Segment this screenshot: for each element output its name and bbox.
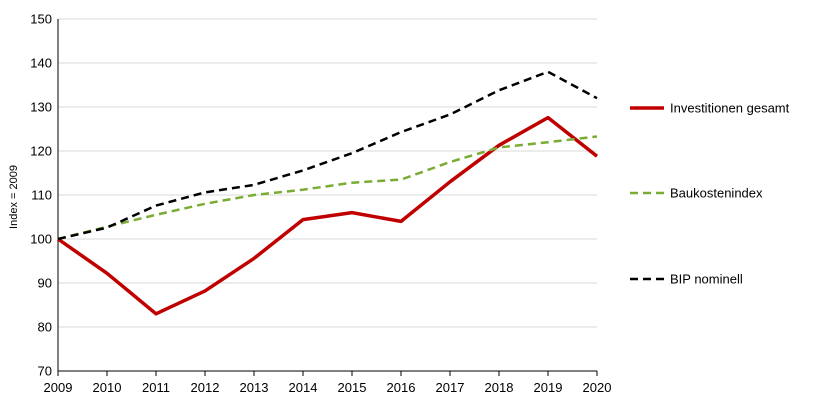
x-tick-label: 2016	[387, 380, 416, 395]
x-tick-label: 2019	[534, 380, 563, 395]
gridlines	[58, 18, 597, 328]
y-tick-label: 120	[30, 144, 52, 159]
legend-label: Investitionen gesamt	[670, 101, 790, 116]
x-tick-label: 2010	[93, 380, 122, 395]
x-tick-label: 2020	[583, 380, 612, 395]
legend-label: Baukostenindex	[670, 186, 763, 201]
x-tick-labels: 2009 2010 2011 2012 2013 2014 2015 2016 2017 2018…	[44, 380, 612, 395]
series-line-1	[56, 115, 599, 316]
y-axis-label: Index = 2009	[8, 165, 20, 229]
x-tick-label: 2009	[44, 380, 73, 395]
y-tick-label: 150	[30, 12, 52, 27]
y-tick-label: 70	[38, 364, 52, 379]
x-tick-label: 2017	[436, 380, 465, 395]
y-tick-label: 90	[38, 276, 52, 291]
x-tick-label: 2013	[240, 380, 269, 395]
x-tick-label: 2011	[142, 380, 170, 395]
y-tick-label: 100	[30, 232, 52, 247]
legend: Investitionen gesamt Baukostenindex BIP no…	[630, 101, 790, 287]
x-tick-label: 2018	[485, 380, 514, 395]
series-line-3	[57, 70, 598, 241]
axes	[57, 19, 598, 376]
x-tick-label: 2012	[191, 380, 220, 395]
y-tick-label: 110	[31, 188, 52, 203]
y-tick-label: 130	[30, 100, 52, 115]
y-tick-labels: 70 80 90 100 110 120 130 140 150	[30, 12, 52, 379]
x-tick-label: 2014	[289, 380, 318, 395]
x-tick-label: 2015	[338, 380, 367, 395]
y-tick-label: 140	[30, 56, 52, 71]
series-lines	[56, 70, 599, 316]
series-line-2	[57, 135, 598, 241]
y-tick-label: 80	[38, 320, 52, 335]
legend-label: BIP nominell	[670, 272, 743, 287]
